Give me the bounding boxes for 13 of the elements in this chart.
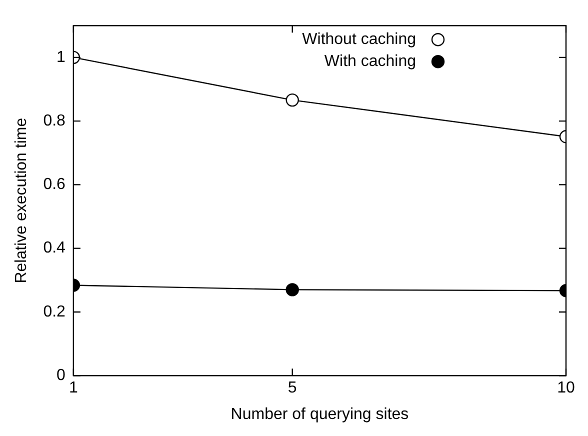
x-tick-label: 5 (288, 380, 297, 397)
y-tick-label: 0 (56, 367, 66, 384)
y-tick-label: 0.4 (43, 240, 66, 257)
y-tick-label: 0.6 (43, 176, 66, 194)
legend-label: Without caching (302, 31, 416, 48)
y-tick-label: 0.8 (43, 112, 66, 130)
y-tick-label: 0.2 (43, 303, 66, 320)
y-tick-label: 1 (56, 48, 66, 66)
x-tick-label: 1 (68, 380, 78, 397)
x-axis-title: Number of querying sites (230, 406, 409, 423)
y-axis-title: Relative execution time (13, 118, 30, 284)
x-tick-label: 10 (557, 380, 575, 397)
legend-label: With caching (324, 53, 416, 70)
